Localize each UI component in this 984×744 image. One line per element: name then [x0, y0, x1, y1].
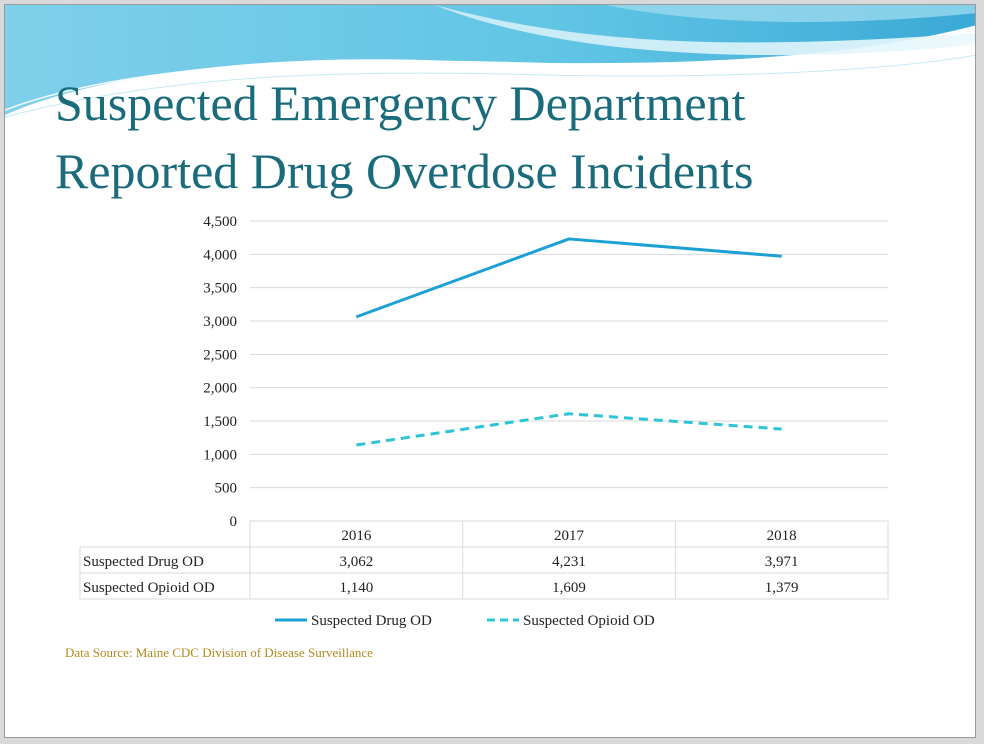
series-line-opioid-od [356, 412, 782, 447]
y-tick-label: 4,500 [203, 214, 237, 230]
y-tick-label: 2,500 [203, 347, 237, 363]
table-data-value: 1,140 [339, 580, 373, 596]
data-source-note: Data Source: Maine CDC Division of Disea… [65, 645, 373, 660]
table-series-label: Suspected Opioid OD [83, 580, 215, 596]
y-tick-label: 1,500 [203, 414, 237, 430]
y-tick-label: 3,000 [203, 314, 237, 330]
table-data-value: 4,231 [552, 554, 586, 570]
title-line-2: Reported Drug Overdose Incidents [55, 143, 754, 199]
y-tick-label: 500 [215, 481, 238, 497]
table-data-value: 1,609 [552, 580, 586, 596]
x-category-label: 2018 [767, 528, 797, 544]
slide: Suspected Emergency Department Reported … [4, 4, 976, 738]
y-tick-label: 4,000 [203, 247, 237, 263]
legend-label: Suspected Opioid OD [523, 613, 655, 629]
y-tick-label: 3,500 [203, 281, 237, 297]
y-tick-label: 2,000 [203, 381, 237, 397]
title-line-1: Suspected Emergency Department [55, 75, 746, 131]
x-category-label: 2016 [341, 528, 372, 544]
legend-label: Suspected Drug OD [311, 613, 432, 629]
line-chart: 0 500 1,000 1,500 2,000 2,500 3,000 3,500 4,000 4… [79, 214, 889, 629]
y-tick-label: 0 [230, 514, 238, 530]
series-line-drug-od [355, 237, 782, 319]
x-category-label: 2017 [554, 528, 585, 544]
slide-title: Suspected Emergency Department Reported … [55, 69, 753, 205]
y-tick-label: 1,000 [203, 447, 237, 463]
table-data-value: 3,971 [765, 554, 799, 570]
table-data-value: 3,062 [339, 554, 373, 570]
table-data-value: 1,379 [765, 580, 799, 596]
header-wave-banner [5, 5, 975, 118]
table-series-label: Suspected Drug OD [83, 554, 204, 570]
